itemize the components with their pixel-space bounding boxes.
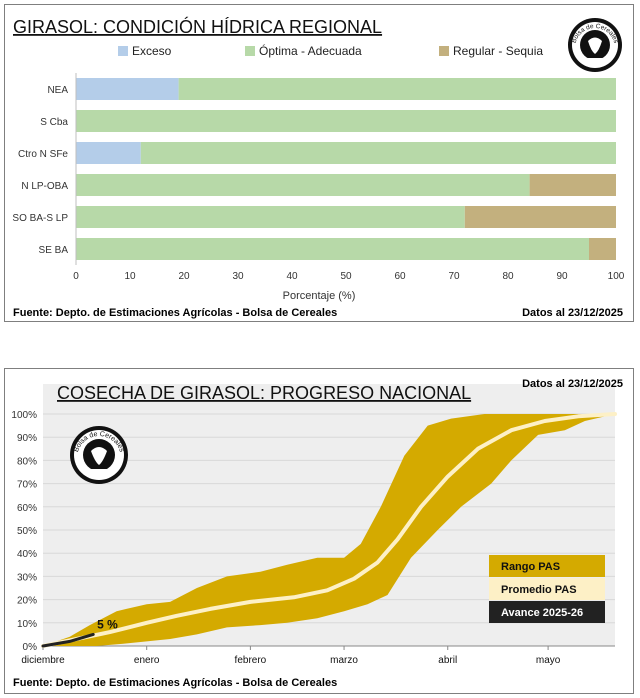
y-tick-label: 0% (23, 642, 38, 653)
x-tick-label: 100 (608, 271, 625, 282)
bar-segment (76, 206, 465, 228)
range-band (43, 414, 615, 646)
category-label: NEA (47, 85, 68, 96)
y-tick-label: 10% (17, 619, 37, 630)
current-value-label: 5 % (97, 617, 118, 631)
date-note: Datos al 23/12/2025 (522, 307, 623, 319)
y-tick-label: 80% (17, 456, 37, 467)
legend-swatch-regular (439, 46, 449, 56)
legend-label-optima: Óptima - Adecuada (259, 43, 362, 58)
source-note: Fuente: Depto. de Estimaciones Agrícolas… (13, 677, 337, 689)
y-tick-label: 30% (17, 572, 37, 583)
x-tick-label: 10 (124, 271, 136, 282)
bar-segment (76, 238, 589, 260)
x-tick-label: 60 (394, 271, 406, 282)
x-tick-label: 80 (502, 271, 514, 282)
bar-segment (529, 174, 616, 196)
x-tick-label: 90 (556, 271, 568, 282)
harvest-progress-chart: 0% 10% 20% 30% 40% 50% 60% 70% 80% 90% 100% diciemb… (11, 378, 623, 689)
y-tick-label: 40% (17, 549, 37, 560)
hydric-condition-panel: GIRASOL: CONDICIÓN HÍDRICA REGIONAL Exce… (4, 4, 634, 322)
bolsa-logo: Bolsa de Cereales (70, 426, 128, 484)
legend-current-box (489, 601, 605, 623)
x-tick-label: 50 (340, 271, 352, 282)
bolsa-logo: Bolsa de Cereales (568, 18, 622, 72)
y-tick-label: 70% (17, 480, 37, 491)
category-label: SE BA (39, 245, 69, 256)
legend-swatch-exceso (118, 46, 128, 56)
bar-segment (464, 206, 616, 228)
legend-average-label: Promedio PAS (501, 584, 577, 596)
y-tick-label: 20% (17, 596, 37, 607)
legend-range-label: Rango PAS (501, 561, 560, 573)
y-tick-label: 90% (17, 433, 37, 444)
bar-segment (76, 142, 141, 164)
y-tick-label: 60% (17, 503, 37, 514)
x-tick-label: 40 (286, 271, 298, 282)
current-line (41, 632, 95, 648)
legend-current-label: Avance 2025-26 (501, 607, 583, 619)
category-label: SO BA-S LP (12, 213, 68, 224)
legend-average-box (489, 578, 605, 600)
legend-label-exceso: Exceso (132, 44, 172, 58)
chart-title: GIRASOL: CONDICIÓN HÍDRICA REGIONAL (13, 16, 382, 37)
bar-segment (178, 78, 616, 100)
date-note: Datos al 23/12/2025 (522, 378, 623, 390)
bar-segment (76, 174, 530, 196)
x-tick-label: marzo (330, 655, 358, 666)
x-tick-label: enero (134, 655, 160, 666)
x-tick-label: 20 (178, 271, 190, 282)
legend-range-box (489, 555, 605, 577)
category-label: Ctro N SFe (18, 149, 68, 160)
source-note: Fuente: Depto. de Estimaciones Agrícolas… (13, 307, 337, 319)
x-tick-label: abril (438, 655, 457, 666)
legend-label-regular: Regular - Sequia (453, 44, 543, 58)
bar-segment (140, 142, 617, 164)
legend: Exceso Óptima - Adecuada Regular - Sequi… (118, 43, 543, 58)
bar-segment (76, 78, 179, 100)
y-tick-label: 100% (11, 410, 37, 421)
category-label: S Cba (40, 117, 68, 128)
x-tick-label: 70 (448, 271, 460, 282)
legend: Rango PAS Promedio PAS Avance 2025-26 (489, 555, 605, 623)
chart-title: COSECHA DE GIRASOL: PROGRESO NACIONAL (57, 383, 471, 403)
x-axis-label: Porcentaje (%) (283, 290, 356, 302)
bar-segment (589, 238, 616, 260)
x-tick-label: mayo (536, 655, 561, 666)
category-label: N LP-OBA (21, 181, 68, 192)
average-line (41, 412, 617, 648)
harvest-progress-panel: 0% 10% 20% 30% 40% 50% 60% 70% 80% 90% 100% diciemb… (4, 368, 634, 694)
y-tick-label: 50% (17, 526, 37, 537)
x-tick-label: diciembre (21, 655, 65, 666)
hydric-condition-chart: GIRASOL: CONDICIÓN HÍDRICA REGIONAL Exce… (12, 16, 625, 319)
x-tick-label: 30 (232, 271, 244, 282)
x-tick-label: 0 (73, 271, 79, 282)
bar-segment (76, 110, 616, 132)
legend-swatch-optima (245, 46, 255, 56)
x-tick-label: febrero (235, 655, 267, 666)
